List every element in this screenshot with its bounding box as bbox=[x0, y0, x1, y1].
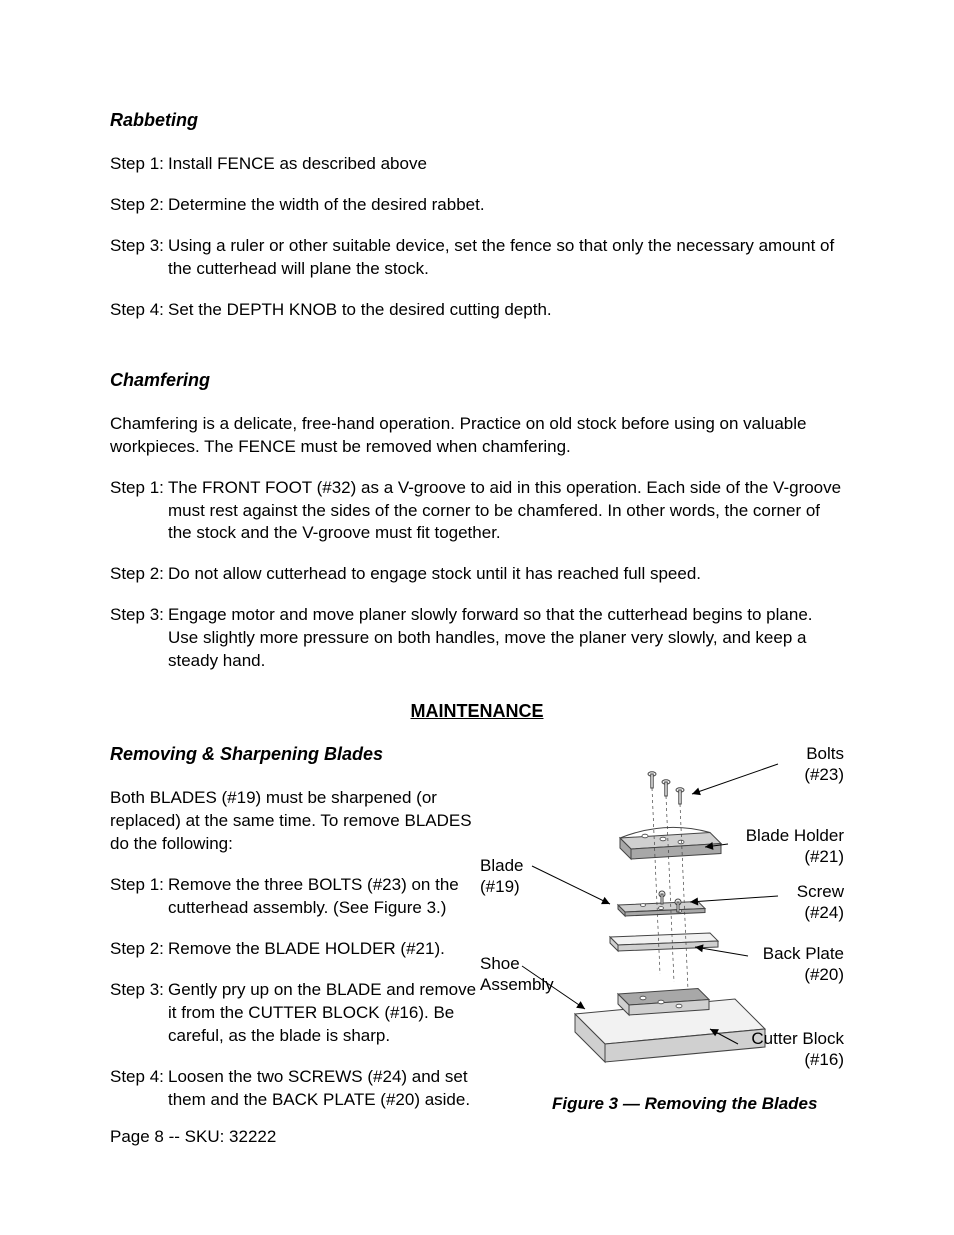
chamfering-intro: Chamfering is a delicate, free-hand oper… bbox=[110, 413, 844, 459]
step-label: Step 2: bbox=[110, 938, 168, 961]
maintenance-subheading: Removing & Sharpening Blades bbox=[110, 744, 480, 765]
step-label: Step 2: bbox=[110, 563, 168, 586]
callout-cutter-block: Cutter Block(#16) bbox=[740, 1029, 844, 1070]
step-label: Step 3: bbox=[110, 604, 168, 673]
step-text: Install FENCE as described above bbox=[168, 153, 844, 176]
step-label: Step 3: bbox=[110, 979, 168, 1048]
step-text: Loosen the two SCREWS (#24) and set them… bbox=[168, 1066, 480, 1112]
callout-blade: Blade(#19) bbox=[480, 856, 523, 897]
step-label: Step 1: bbox=[110, 874, 168, 920]
maintenance-steps: Step 1:Remove the three BOLTS (#23) on t… bbox=[110, 874, 480, 1112]
callout-back-plate: Back Plate(#20) bbox=[750, 944, 844, 985]
step-row: Step 1:Remove the three BOLTS (#23) on t… bbox=[110, 874, 480, 920]
rabbeting-heading: Rabbeting bbox=[110, 110, 844, 131]
step-row: Step 2:Do not allow cutterhead to engage… bbox=[110, 563, 844, 586]
step-text: Remove the BLADE HOLDER (#21). bbox=[168, 938, 480, 961]
callout-shoe: ShoeAssembly bbox=[480, 954, 554, 995]
step-text: Do not allow cutterhead to engage stock … bbox=[168, 563, 844, 586]
figure-caption: Figure 3 — Removing the Blades bbox=[552, 1094, 817, 1114]
step-label: Step 1: bbox=[110, 477, 168, 546]
chamfering-heading: Chamfering bbox=[110, 370, 844, 391]
step-row: Step 1:The FRONT FOOT (#32) as a V-groov… bbox=[110, 477, 844, 546]
step-row: Step 3:Gently pry up on the BLADE and re… bbox=[110, 979, 480, 1048]
step-text: Engage motor and move planer slowly forw… bbox=[168, 604, 844, 673]
step-row: Step 2:Remove the BLADE HOLDER (#21). bbox=[110, 938, 480, 961]
step-row: Step 1:Install FENCE as described above bbox=[110, 153, 844, 176]
figure-3: Bolts(#23) Blade Holder(#21) Screw(#24) Bac… bbox=[480, 744, 844, 1124]
step-text: Using a ruler or other suitable device, … bbox=[168, 235, 844, 281]
chamfering-steps: Step 1:The FRONT FOOT (#32) as a V-groov… bbox=[110, 477, 844, 674]
step-label: Step 2: bbox=[110, 194, 168, 217]
step-row: Step 4:Set the DEPTH KNOB to the desired… bbox=[110, 299, 844, 322]
step-text: Remove the three BOLTS (#23) on the cutt… bbox=[168, 874, 480, 920]
step-label: Step 4: bbox=[110, 1066, 168, 1112]
step-row: Step 3:Engage motor and move planer slow… bbox=[110, 604, 844, 673]
step-row: Step 4:Loosen the two SCREWS (#24) and s… bbox=[110, 1066, 480, 1112]
maintenance-heading: MAINTENANCE bbox=[110, 701, 844, 722]
step-label: Step 4: bbox=[110, 299, 168, 322]
callout-bolts: Bolts(#23) bbox=[780, 744, 844, 785]
step-text: Set the DEPTH KNOB to the desired cuttin… bbox=[168, 299, 844, 322]
step-label: Step 1: bbox=[110, 153, 168, 176]
step-row: Step 2:Determine the width of the desire… bbox=[110, 194, 844, 217]
step-row: Step 3:Using a ruler or other suitable d… bbox=[110, 235, 844, 281]
callout-screw: Screw(#24) bbox=[780, 882, 844, 923]
rabbeting-steps: Step 1:Install FENCE as described aboveS… bbox=[110, 153, 844, 322]
step-text: The FRONT FOOT (#32) as a V-groove to ai… bbox=[168, 477, 844, 546]
step-label: Step 3: bbox=[110, 235, 168, 281]
page-footer: Page 8 -- SKU: 32222 bbox=[110, 1127, 276, 1147]
callout-blade-holder: Blade Holder(#21) bbox=[730, 826, 844, 867]
maintenance-intro: Both BLADES (#19) must be sharpened (or … bbox=[110, 787, 480, 856]
step-text: Determine the width of the desired rabbe… bbox=[168, 194, 844, 217]
step-text: Gently pry up on the BLADE and remove it… bbox=[168, 979, 480, 1048]
